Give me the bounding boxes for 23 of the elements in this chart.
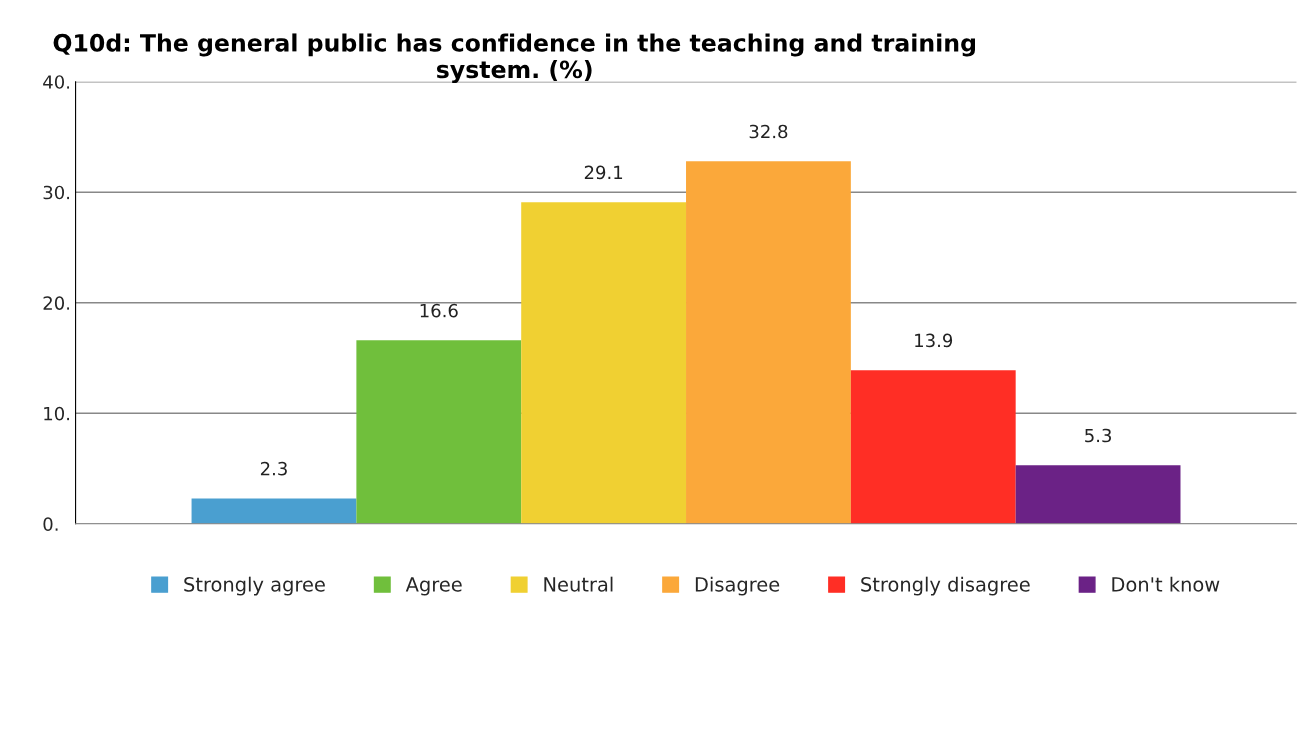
legend-label: Disagree: [695, 576, 780, 596]
data-label: 16.6: [420, 303, 458, 318]
y-tick-label: 10.: [44, 406, 70, 421]
bar: [1015, 465, 1181, 524]
bar: [686, 161, 851, 524]
y-tick-label: 0.: [43, 517, 58, 531]
legend-label: Strongly disagree: [861, 576, 1030, 596]
y-tick-label: 30.: [43, 185, 70, 200]
bar: [356, 340, 522, 524]
legend-label: Neutral: [544, 576, 613, 592]
data-label: 32.8: [749, 124, 788, 139]
data-label: 2.3: [260, 461, 287, 476]
y-tick-label: 40.: [43, 75, 70, 89]
data-label: 5.3: [1085, 428, 1111, 443]
data-label: 29.1: [584, 165, 623, 180]
data-label: 13.9: [915, 333, 953, 348]
bar: [191, 498, 357, 524]
legend-label: Agree: [405, 577, 462, 596]
bar: [850, 370, 1016, 524]
bar: [521, 202, 687, 524]
legend-label: Don't know: [1112, 576, 1220, 592]
legend-label: Strongly agree: [184, 576, 325, 596]
y-tick-label: 20.: [43, 296, 70, 310]
